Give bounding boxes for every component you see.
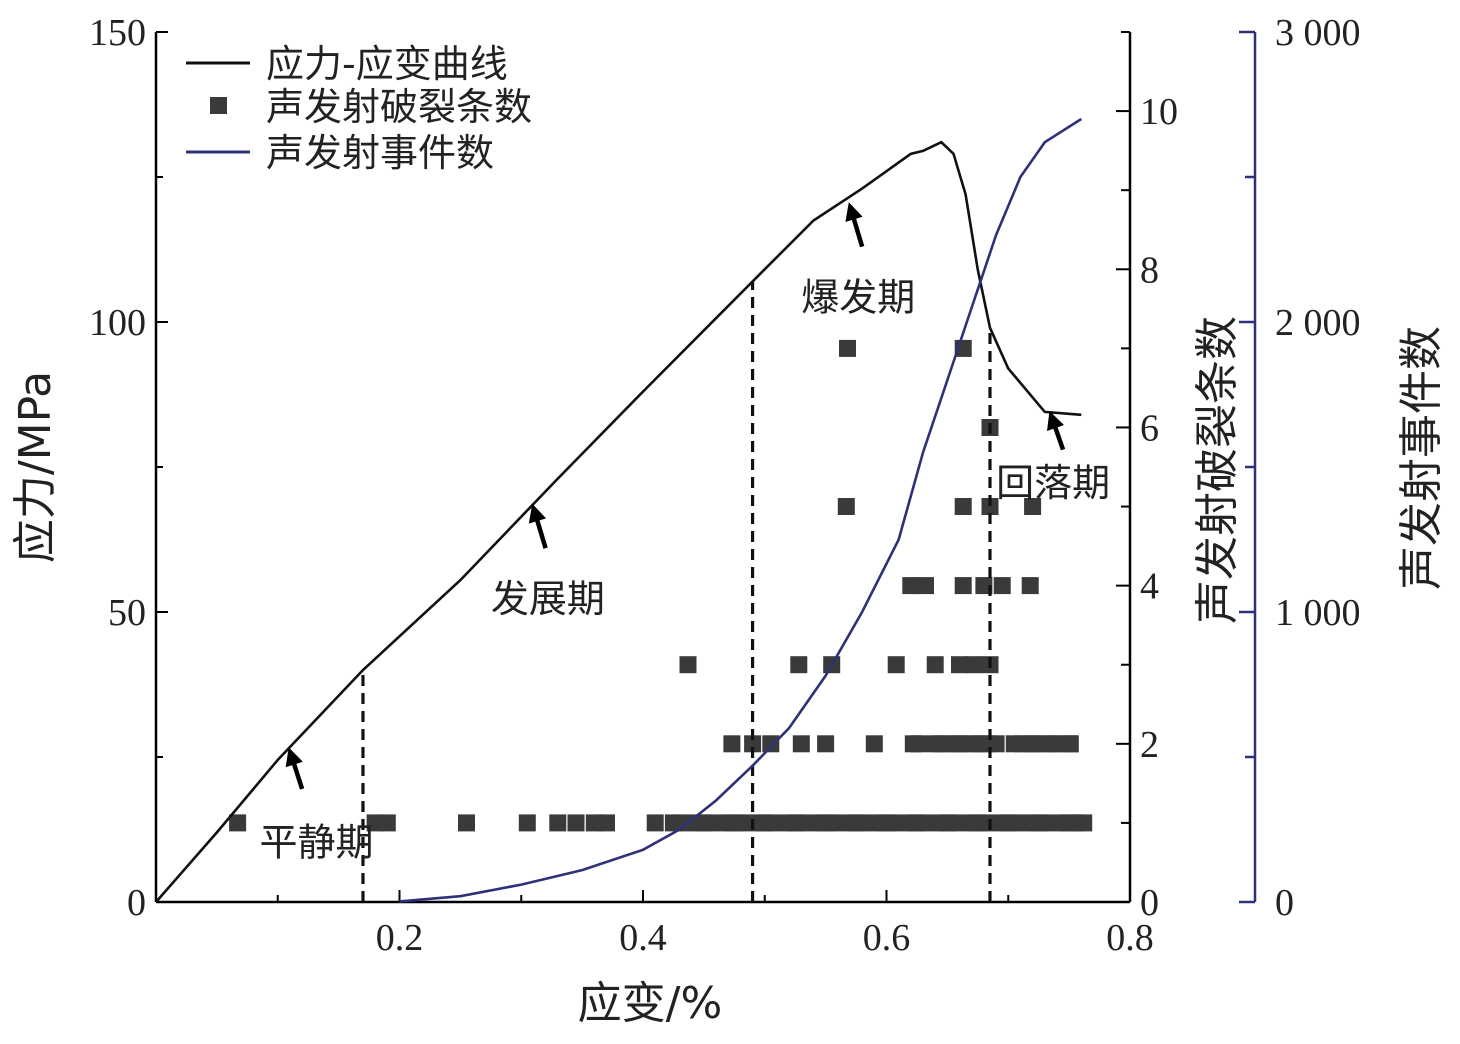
y-left-tick-label: 100 [89,302,146,344]
phase-arrow-head [1047,411,1064,431]
crack-count-point [975,577,993,595]
y-outer-tick-label: 1 000 [1275,592,1361,634]
crack-count-point [954,577,972,595]
crack-count-point [458,814,475,832]
left-y-axis-title: 应力/MPa [10,371,61,563]
x-tick-label: 0.4 [619,917,667,959]
y-outer-tick-label: 0 [1275,882,1294,924]
legend-cracks-swatch [210,97,227,114]
crack-count-point [744,735,762,753]
y-inner-tick-label: 2 [1140,724,1159,766]
crack-count-point [598,814,615,832]
crack-count-point [917,577,934,595]
legend-stress-label: 应力-应变曲线 [266,42,508,86]
crack-count-series [229,339,1093,832]
legend: 应力-应变曲线 声发射破裂条数 声发射事件数 [186,42,532,175]
phase-boundary-lines [361,281,992,902]
crack-count-dense-band [1014,735,1079,753]
crack-count-point [965,656,983,674]
y-left-tick-label: 50 [108,592,146,634]
crack-count-point [549,814,567,832]
crack-count-point [839,339,856,357]
crack-count-point [378,814,396,832]
crack-count-point [679,656,697,674]
phase-arrow-head [285,747,303,768]
y-left-tick-label: 150 [89,12,146,54]
phase-label: 发展期 [491,577,605,621]
phase-arrow-head [528,503,547,524]
legend-events-label: 声发射事件数 [266,131,494,175]
crack-count-point [229,814,247,832]
crack-count-point [792,735,810,753]
y-left-tick-label: 0 [127,882,146,924]
phase-label: 平静期 [259,821,373,865]
y-outer-tick-label: 2 000 [1275,302,1361,344]
legend-cracks-label: 声发射破裂条数 [266,85,532,129]
crack-count-point [762,735,780,753]
crack-count-point [954,498,972,515]
stress-strain-curve [155,140,1082,903]
crack-count-point [1021,577,1039,595]
y-inner-tick-label: 10 [1140,91,1178,133]
ae-event-count-curve [399,117,1082,903]
phase-arrow-head [845,202,863,222]
x-tick-label: 0.6 [863,917,911,959]
crack-count-point [926,656,944,674]
crack-count-point [567,814,585,832]
crack-count-point [1024,498,1042,515]
crack-count-point [837,498,855,515]
phase-label: 回落期 [996,461,1110,505]
crack-count-point [790,656,808,674]
crack-count-dense-band [673,814,1084,832]
right-outer-y-axis-title: 声发射事件数 [1396,326,1447,590]
crack-count-dense-band [910,735,996,753]
y-inner-tick-label: 8 [1140,249,1159,291]
crack-count-point [887,656,905,674]
y-inner-tick-label: 6 [1140,407,1159,449]
right-inner-y-axis-title: 声发射破裂条数 [1192,316,1243,624]
crack-count-point [981,498,999,515]
y-inner-tick-label: 4 [1140,566,1159,608]
crack-count-point [723,735,741,753]
crack-count-point [817,735,835,753]
crack-count-point [646,814,664,832]
x-tick-label: 0.2 [376,917,424,959]
phase-label: 爆发期 [801,275,915,319]
y-outer-tick-label: 3 000 [1275,12,1361,54]
x-axis-title: 应变/% [578,978,723,1029]
axis-ticks [155,30,1255,904]
y-inner-tick-label: 0 [1140,882,1159,924]
crack-count-point [865,735,883,753]
x-tick-label: 0.8 [1106,917,1154,959]
crack-count-point [518,814,536,832]
crack-count-point [993,577,1011,595]
crack-count-point [902,577,920,595]
crack-count-point [951,656,968,674]
